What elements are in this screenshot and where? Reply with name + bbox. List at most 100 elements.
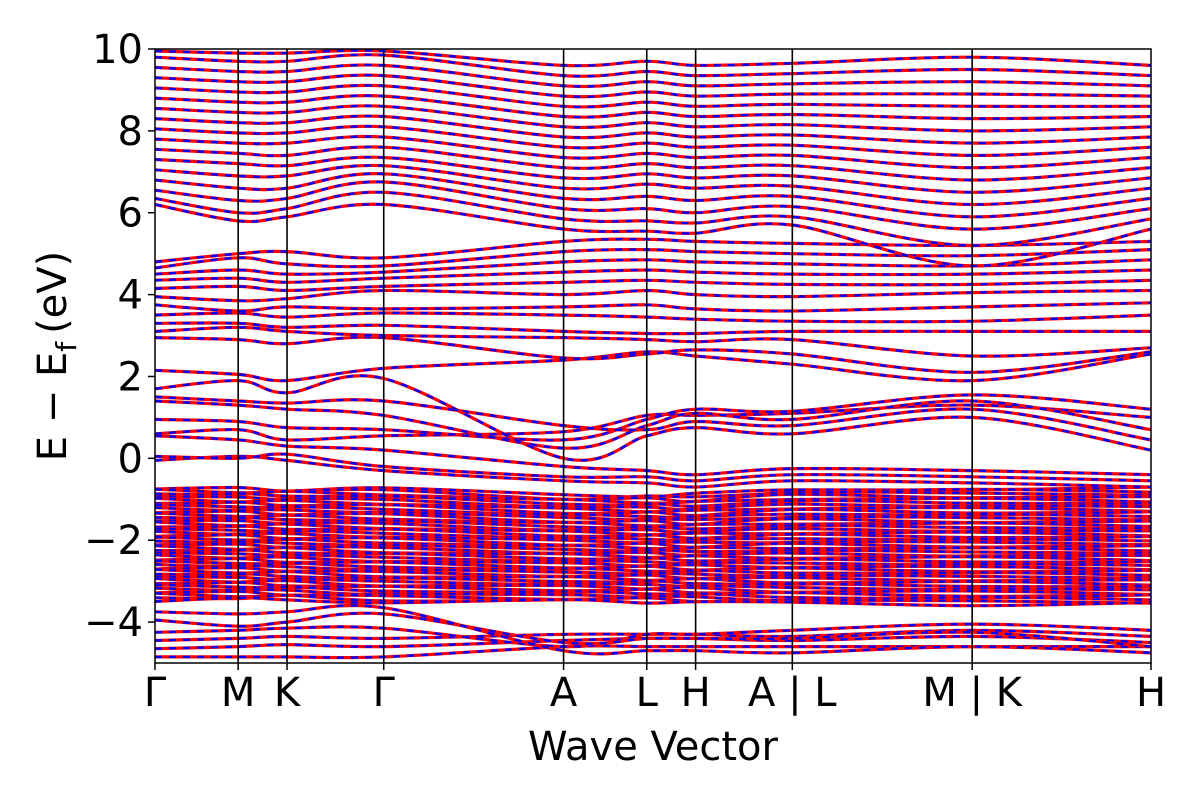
dense-band-47-spin-down [155, 588, 1151, 598]
y-axis-label-unit: (eV) [30, 251, 76, 334]
dense-band-43-spin-down [155, 579, 1151, 588]
y-axis-ticks: −4 −2 0 2 4 6 8 10 [84, 27, 155, 646]
hi-band-26-spin-down [155, 203, 1151, 268]
dense-band-45-spin-down [155, 583, 1151, 594]
y-tick-label-2: 0 [118, 436, 143, 482]
lo-band-8-spin-down [155, 434, 1151, 476]
dense-band-16-spin-down [155, 520, 1151, 532]
hi-band-38-spin-up [155, 83, 1151, 109]
mid-band-21-spin-down [155, 279, 1151, 292]
y-tick-label-0: −4 [84, 600, 143, 646]
dense-band-24-spin-down [155, 537, 1151, 549]
dense-band-32-spin-down [155, 555, 1151, 565]
hi-band-34-spin-down [155, 125, 1151, 157]
x-tick-label-2: K [274, 670, 302, 716]
kpoint-lines [237, 49, 973, 663]
lo-band-6-spin-down [155, 455, 1151, 489]
y-tick-label-1: −2 [84, 518, 143, 564]
deep-band-5-spin-down [155, 604, 1151, 656]
hi-band-41-spin-down [155, 53, 1151, 78]
y-tick-label-4: 4 [118, 273, 143, 319]
dense-band-42-spin-down [155, 577, 1151, 587]
mid-band-18-spin-down [155, 311, 1151, 323]
mid-band-25-spin-down [155, 237, 1151, 264]
dense-band-31-spin-down [155, 553, 1151, 563]
lo-band-7-spin-down [155, 452, 1151, 483]
mid-band-23-spin-down [155, 258, 1151, 276]
mid-band-15-spin-down [155, 335, 1151, 374]
dense-band-51-spin-down [155, 596, 1151, 607]
hi-band-31-spin-down [155, 155, 1151, 194]
hi-band-27-spin-down [155, 191, 1151, 247]
x-tick-label-3: Γ [373, 670, 396, 716]
bands-layer [155, 49, 1151, 660]
dense-band-12-spin-down [155, 511, 1151, 524]
lo-band-9-spin-down [155, 403, 1151, 442]
dense-band-17-spin-down [155, 522, 1151, 534]
lo-band-10-spin-up [155, 393, 1151, 442]
hi-band-29-spin-down [155, 172, 1151, 219]
mid-band-20-spin-down [155, 289, 1151, 302]
lo-band-12-spin-down [155, 395, 1151, 442]
dense-band-39-spin-down [155, 570, 1151, 580]
mid-band-24-spin-down [155, 248, 1151, 270]
mid-band-16-spin-down [155, 326, 1151, 358]
dense-band-2-spin-down [155, 490, 1151, 503]
mid-band-18-spin-up [155, 311, 1151, 324]
dense-band-13-spin-down [155, 513, 1151, 526]
x-tick-label-1: M [221, 670, 256, 716]
deep-band-1-spin-down [155, 635, 1151, 650]
dense-band-46-spin-down [155, 585, 1151, 596]
hi-band-30-spin-down [155, 164, 1151, 206]
mid-band-17-spin-down [155, 321, 1151, 335]
dense-band-28-spin-down [155, 546, 1151, 557]
x-tick-label-8: M | K [922, 670, 1023, 716]
hi-band-33-spin-down [155, 135, 1151, 169]
lo-band-14-spin-down [155, 350, 1151, 382]
dense-band-23-spin-down [155, 535, 1151, 547]
dense-band-38-spin-down [155, 568, 1151, 578]
y-tick-label-3: 2 [118, 354, 143, 400]
x-tick-label-4: A [550, 670, 578, 716]
deep-band-3-spin-down [155, 622, 1151, 648]
dense-band-6-spin-down [155, 499, 1151, 511]
mid-band-20-spin-up [155, 288, 1151, 303]
dense-band-49-spin-down [155, 592, 1151, 603]
dense-band-9-spin-down [155, 505, 1151, 517]
dense-band-27-spin-down [155, 544, 1151, 555]
dense-band-10-spin-down [155, 508, 1151, 519]
x-axis-label: Wave Vector [528, 724, 779, 770]
dense-band-35-spin-down [155, 561, 1151, 572]
plot-frame [154, 48, 1152, 664]
hi-band-28-spin-down [155, 180, 1151, 231]
x-tick-label-0: Γ [144, 670, 167, 716]
y-axis-label-subscript: f [50, 341, 83, 352]
y-tick-label-6: 8 [118, 109, 143, 155]
dense-band-20-spin-down [155, 529, 1151, 540]
dense-band-21-spin-down [155, 532, 1151, 542]
hi-band-42-spin-down [155, 49, 1151, 67]
dense-band-1-spin-down [155, 488, 1151, 501]
dense-band-5-spin-down [155, 497, 1151, 509]
hi-band-35-spin-down [155, 114, 1151, 145]
hi-band-27-spin-up [155, 190, 1151, 248]
deep-band-4-spin-down [155, 612, 1151, 648]
mid-band-22-spin-down [155, 268, 1151, 284]
hi-band-40-spin-down [155, 63, 1151, 88]
mid-band-19-spin-down [155, 301, 1151, 313]
x-tick-label-9: H [1136, 670, 1166, 716]
x-tick-label-5: L [636, 670, 659, 716]
x-tick-label-6: H [681, 670, 711, 716]
hi-band-42-spin-up [155, 49, 1151, 68]
hi-band-32-spin-down [155, 145, 1151, 182]
y-tick-label-5: 6 [118, 191, 143, 237]
x-tick-label-7: A | L [748, 670, 837, 716]
hi-band-39-spin-down [155, 73, 1151, 98]
hi-band-36-spin-down [155, 104, 1151, 133]
hi-band-39-spin-up [155, 73, 1151, 99]
y-axis-label-main: E − E [30, 352, 76, 462]
hi-band-38-spin-down [155, 84, 1151, 109]
mid-band-19-spin-up [155, 301, 1151, 313]
